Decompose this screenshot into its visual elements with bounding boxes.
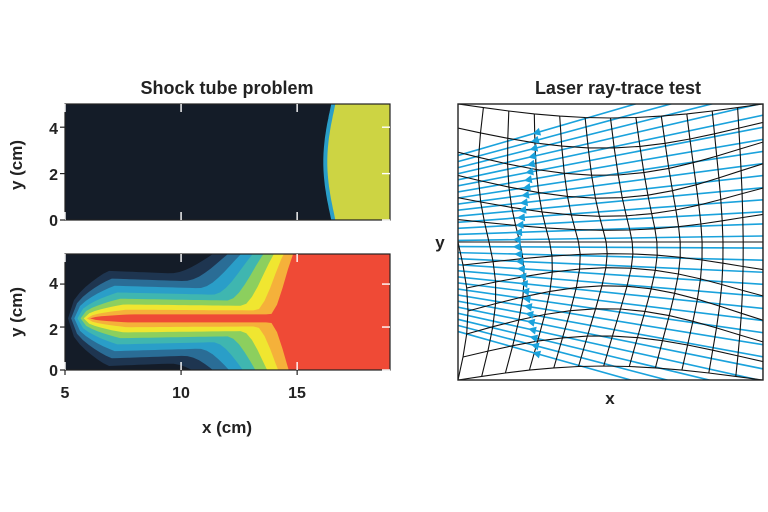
mesh-col-3 [528, 113, 553, 371]
laser-ray-12 [458, 211, 763, 230]
laser-ray-18 [458, 263, 763, 286]
ray-trace-panel: x y [435, 103, 764, 408]
mesh-col-6 [603, 117, 634, 367]
shock-tube-title: Shock tube problem [140, 78, 313, 98]
ray-arrowhead-29 [532, 350, 542, 359]
ray-arrowhead-17 [515, 257, 524, 266]
ray-arrowhead-16 [514, 250, 523, 259]
ray-arrowhead-27 [529, 334, 539, 343]
top-panel-frame [64, 103, 391, 221]
laser-ray-25 [458, 306, 763, 370]
ray-arrowhead-6 [523, 175, 533, 184]
ray-arrowhead-7 [522, 183, 531, 191]
ray-arrowhead-26 [528, 326, 537, 335]
laser-ray-6 [458, 138, 763, 193]
xtick-label-10: 10 [172, 385, 190, 402]
laser-ray-8 [458, 162, 763, 205]
mesh-col-11 [735, 107, 744, 377]
ray-arrowhead-24 [525, 310, 534, 319]
bottom-panel-frame [64, 253, 391, 371]
mesh-col-9 [681, 113, 703, 371]
top-tick-marks [60, 104, 390, 221]
laser-ray-13 [458, 223, 763, 236]
mesh-col-4 [553, 116, 581, 369]
ray-arrowhead-14 [512, 235, 521, 244]
ray-arrowhead-15 [512, 242, 521, 251]
laser-ray-16 [458, 251, 763, 261]
laser-ray-11 [458, 198, 763, 224]
ray-arrowhead-20 [519, 280, 528, 289]
top-ytick-label-0: 0 [49, 213, 58, 230]
laser-ray-5 [458, 126, 763, 187]
ray-arrowhead-11 [516, 213, 526, 222]
jet-contour-level-8 [90, 254, 390, 370]
laser-ray-14 [458, 235, 763, 242]
mesh-col-10 [708, 110, 724, 374]
bottom-ytick-label-4: 4 [49, 276, 58, 293]
ray-arrowhead-21 [521, 287, 530, 296]
ray-arrowhead-18 [516, 265, 526, 273]
ray-arrowhead-9 [519, 198, 528, 207]
laser-ray-29 [458, 330, 634, 380]
ray-arrowhead-22 [522, 295, 531, 304]
ray-arrowheads [512, 127, 542, 359]
ray-arrowhead-19 [518, 272, 527, 281]
ray-arrowhead-2 [529, 143, 539, 152]
ray-arrowhead-0 [532, 127, 542, 136]
top-ylabel: y (cm) [7, 140, 26, 190]
bottom-ytick-label-0: 0 [49, 363, 58, 380]
ray-arrowhead-12 [515, 220, 524, 229]
laser-ray-24 [458, 300, 763, 358]
bottom-ylabel: y (cm) [7, 287, 26, 337]
ray-arrowhead-3 [528, 151, 537, 160]
xtick-label-15: 15 [288, 385, 306, 402]
jet-contours [68, 254, 390, 370]
mesh-col-1 [478, 107, 497, 377]
ray-trace-xlabel: x [605, 389, 615, 408]
ray-arrowhead-25 [526, 318, 536, 327]
bottom-ytick-label-2: 2 [49, 322, 58, 339]
bottom-xlabel: x (cm) [202, 418, 252, 437]
xtick-label-5: 5 [61, 385, 70, 402]
laser-ray-15 [458, 245, 763, 249]
mesh-col-0 [458, 104, 469, 380]
top-ytick-label-2: 2 [49, 167, 58, 184]
top-shock-front [323, 104, 336, 220]
laser-rays [458, 104, 763, 380]
laser-ray-7 [458, 150, 763, 199]
laser-ray-21 [458, 282, 763, 322]
laser-ray-4 [458, 114, 763, 181]
laser-ray-22 [458, 288, 763, 334]
laser-ray-1 [458, 104, 674, 163]
laser-ray-23 [458, 294, 763, 346]
ray-arrowhead-23 [523, 303, 533, 311]
mesh-col-5 [577, 117, 608, 367]
bottom-tick-marks [60, 254, 390, 375]
ray-arrowhead-5 [525, 167, 534, 176]
ray-trace-ylabel: y [435, 233, 445, 252]
laser-ray-26 [458, 312, 763, 380]
ray-arrowhead-8 [521, 190, 530, 199]
shock-tube-bottom-panel: 0 2 4 y (cm) 5 10 15 x (cm) [7, 253, 391, 437]
ray-arrowhead-13 [514, 228, 523, 237]
top-postshock-region [325, 104, 390, 220]
laser-ray-27 [458, 318, 713, 380]
ray-arrowhead-4 [526, 159, 536, 168]
top-ytick-label-4: 4 [49, 121, 58, 138]
ray-arrowhead-1 [530, 135, 540, 144]
laser-ray-19 [458, 270, 763, 298]
laser-ray-0 [458, 104, 639, 157]
mesh-col-7 [628, 117, 658, 367]
ray-trace-frame [457, 103, 764, 381]
mesh-col-8 [654, 116, 681, 369]
ray-trace-title: Laser ray-trace test [535, 78, 701, 98]
laser-ray-2 [458, 104, 715, 169]
ray-arrowhead-10 [518, 205, 527, 214]
shock-tube-top-panel: 0 2 4 y (cm) [7, 103, 391, 230]
ray-arrowhead-28 [530, 342, 540, 351]
